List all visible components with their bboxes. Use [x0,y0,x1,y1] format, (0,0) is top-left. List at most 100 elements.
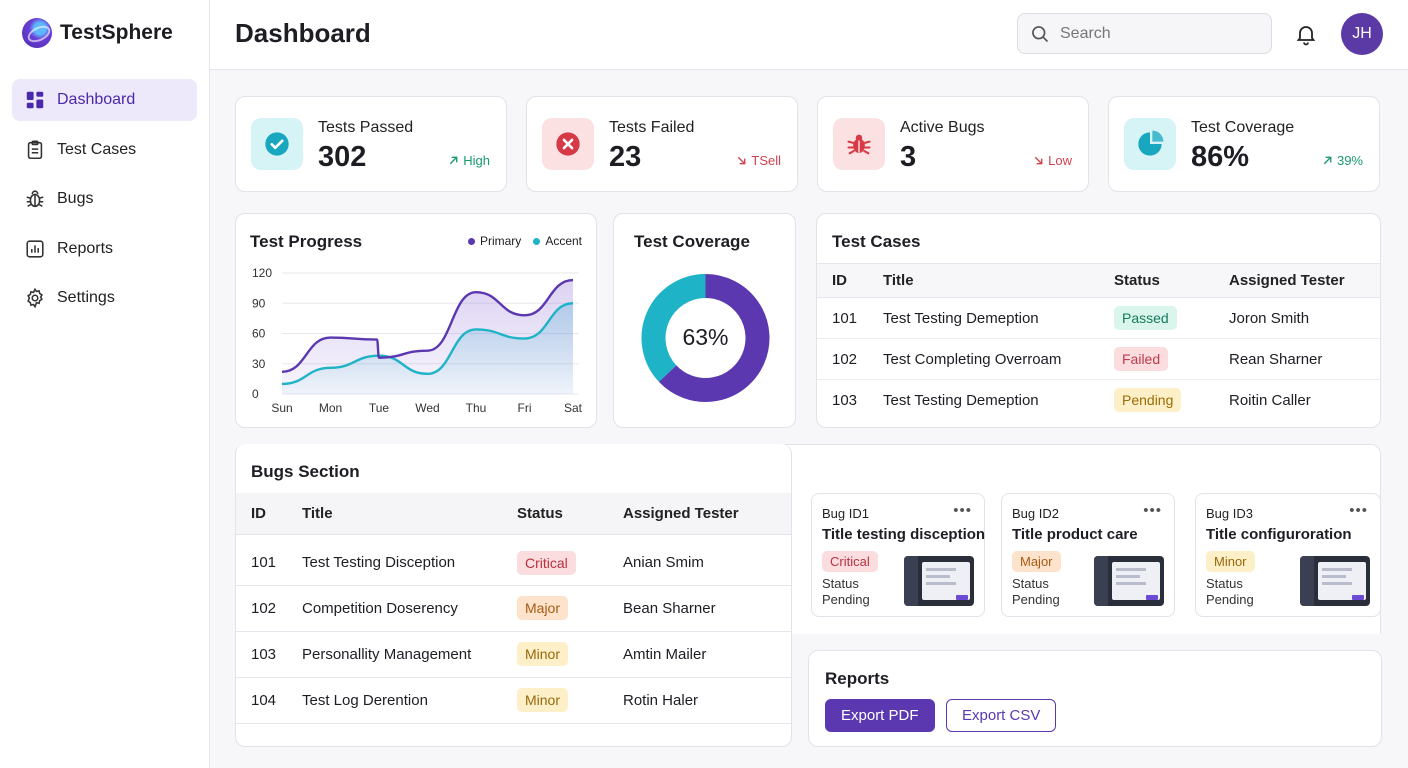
x-tick-label: Fri [518,401,532,415]
x-tick-label: Thu [466,401,487,415]
more-icon[interactable]: ••• [953,502,972,519]
search-input[interactable] [1060,24,1250,43]
status-label: Status [1012,576,1049,591]
cell-status: Major [517,585,623,631]
stat-trend: 39% [1322,153,1363,168]
check-icon [251,118,303,170]
bug-card[interactable]: Bug ID2 ••• Title product care Major Sta… [1001,493,1175,617]
severity-badge: Critical [517,550,576,575]
donut-center-label: 63% [682,324,729,350]
legend-accent: Accent [533,234,582,248]
y-tick-label: 120 [252,266,272,280]
sidebar-item-label: Settings [57,289,115,306]
sidebar-item-settings[interactable]: Settings [12,277,197,319]
table-row[interactable]: 103 Personallity Management Minor Amtin … [236,631,791,677]
table-row[interactable]: 104 Test Log Derention Minor Rotin Haler [236,677,791,723]
sidebar-item-label: Reports [57,239,114,257]
cell-title: Test Testing Demeption [883,391,1039,409]
arrow-up-right-icon [1323,156,1332,165]
stat-card-tests-passed[interactable]: Tests Passed 302 High [235,96,507,192]
avatar[interactable]: JH [1341,13,1383,55]
bugs-table: ID Title Status Assigned Tester 101 Test… [236,493,791,724]
test-progress-card: Test Progress Primary Accent 0 30 60 90 120 S… [235,213,597,428]
bug-id: Bug ID3 [1206,506,1253,521]
cell-id: 103 [832,391,858,409]
cell-id: 103 [251,645,277,663]
stat-value: 302 [318,141,367,173]
bug-status: Status Pending [1012,576,1060,608]
stat-trend-label: 39% [1336,153,1363,168]
cell-id: 102 [251,599,277,617]
bug-status: Status Pending [822,576,870,608]
bug-card[interactable]: Bug ID3 ••• Title configuroration Minor … [1195,493,1381,617]
stat-trend: High [448,153,490,168]
stat-value: 3 [900,141,917,173]
cell-tester: Amtin Mailer [623,645,707,663]
export-pdf-button[interactable]: Export PDF [825,699,935,732]
screenshot-thumbnail[interactable] [1300,556,1370,606]
status-label: Status [822,576,859,591]
table-row[interactable]: 101 Test Testing Demeption Passed Joron … [817,298,1380,339]
bug-title: Title product care [1012,526,1138,543]
brand[interactable]: TestSphere [22,18,173,48]
x-tick-label: Tue [369,401,390,415]
table-row[interactable]: 101 Test Testing Disception Critical Ani… [236,534,791,585]
export-csv-button[interactable]: Export CSV [946,699,1057,732]
y-tick-label: 0 [252,387,259,401]
cell-status: Minor [517,677,623,723]
more-icon[interactable]: ••• [1143,502,1162,519]
col-title: Title [883,272,914,289]
status-badge: Pending [1114,388,1182,413]
arrow-up-right-icon [450,156,458,165]
legend-label: Primary [479,234,522,248]
sidebar-item-test-cases[interactable]: Test Cases [12,129,197,171]
bugs-table-card: Bugs Section ID Title Status Assigned Te… [235,444,792,747]
cell-title: Test Completing Overroam [883,350,1062,368]
gear-icon [27,287,43,309]
sidebar-item-bugs[interactable]: Bugs [12,178,197,220]
donut-slice-uncovered [641,274,707,382]
status-label: Status [1206,576,1243,591]
table-row[interactable]: 102 Competition Doserency Major Bean Sha… [236,585,791,631]
col-id: ID [832,272,847,289]
y-tick-label: 60 [252,327,266,341]
cell-tester: Bean Sharner [623,599,716,617]
bug-title: Title configuroration [1206,526,1352,543]
table-row[interactable]: 103 Test Testing Demeption Pending Roiti… [817,380,1380,421]
sidebar-item-label: Dashboard [57,91,136,108]
bell-icon[interactable] [1294,22,1318,46]
screenshot-thumbnail[interactable] [904,556,974,606]
more-icon[interactable]: ••• [1349,502,1368,519]
x-tick-label: Wed [415,401,439,415]
screenshot-thumbnail[interactable] [1094,556,1164,606]
table-row[interactable]: 102 Test Completing Overroam Failed Rean… [817,339,1380,380]
test-cases-card: Test Cases ID Title Status Assigned Test… [816,213,1381,428]
search-box[interactable] [1017,13,1272,54]
sidebar-item-reports[interactable]: Reports [12,228,197,270]
stat-trend-label: High [463,153,490,168]
cell-id: 102 [832,350,858,368]
legend-label: Accent [545,234,582,248]
stat-trend-label: Low [1048,153,1072,168]
stat-card-active-bugs[interactable]: Active Bugs 3 Low [817,96,1089,192]
stat-card-test-coverage[interactable]: Test Coverage 86% 39% [1108,96,1380,192]
bug-card[interactable]: Bug ID1 ••• Title testing disception Cri… [811,493,985,617]
stat-trend-label: TSell [751,153,781,168]
status-value: Pending [1012,592,1060,607]
series-line-primary [281,278,574,374]
cell-status: Failed [1114,339,1229,380]
severity-badge: Major [1012,551,1061,572]
arrow-down-right-icon [1034,156,1043,165]
col-tester: Assigned Tester [1229,272,1345,289]
reports-title: Reports [825,669,890,688]
donut-slice-covered [658,274,770,402]
cell-id: 104 [251,691,277,709]
stat-trend: TSell [736,153,781,168]
bug-id: Bug ID1 [822,506,869,521]
test-cases-title: Test Cases [832,232,921,251]
stat-card-tests-failed[interactable]: Tests Failed 23 TSell [526,96,798,192]
sidebar-nav: Dashboard Test Cases Bugs Reports Settin… [12,79,197,327]
legend-primary: Primary [467,234,522,248]
donut-chart [641,274,770,402]
sidebar-item-dashboard[interactable]: Dashboard [12,79,197,121]
